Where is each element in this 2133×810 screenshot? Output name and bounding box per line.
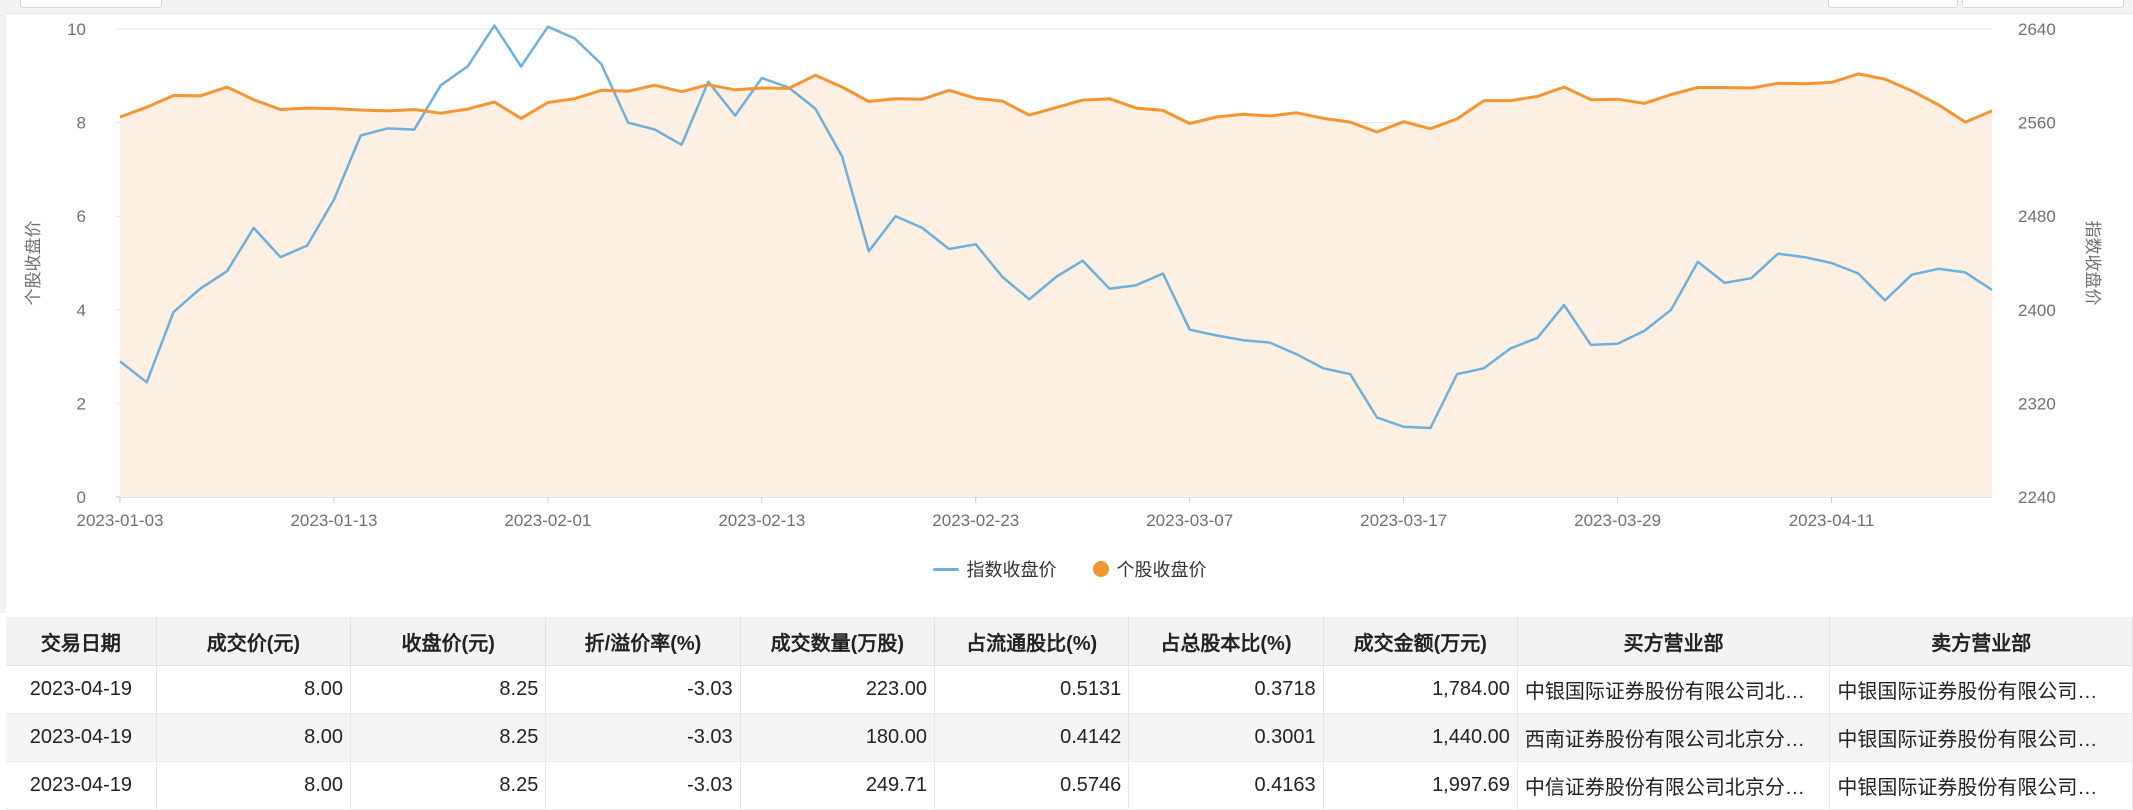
- y-left-tick-label: 6: [77, 207, 86, 226]
- block-trade-table: 交易日期 成交价(元) 收盘价(元) 折/溢价率(%) 成交数量(万股) 占流通…: [6, 617, 2133, 810]
- x-tick-label: 2023-03-17: [1360, 511, 1447, 530]
- legend-item-stock[interactable]: 个股收盘价: [1092, 556, 1207, 582]
- cell-total-ratio: 0.4163: [1128, 761, 1324, 810]
- cell-trade-price: 8.00: [156, 665, 352, 714]
- column-header[interactable]: 占总股本比(%): [1128, 617, 1324, 666]
- cell-buyer[interactable]: 中银国际证券股份有限公司北…: [1517, 665, 1831, 714]
- legend-line-marker: [932, 567, 959, 571]
- cell-trade-price: 8.00: [156, 713, 352, 762]
- x-tick-label: 2023-02-13: [718, 511, 805, 530]
- y-left-tick-label: 0: [77, 488, 86, 507]
- column-header[interactable]: 成交金额(万元): [1323, 617, 1518, 666]
- y-right-tick-label: 2560: [2018, 114, 2056, 133]
- cell-close-price: 8.25: [350, 665, 547, 714]
- cell-amount: 1,784.00: [1323, 665, 1518, 714]
- column-header[interactable]: 成交价(元): [156, 617, 352, 666]
- chart-area: 10 8 6 4 2 0 2640 2560 2480 2400 2320 2240 个股收盘价 指数收盘…: [6, 13, 2133, 613]
- cell-float-ratio: 0.5131: [934, 665, 1130, 714]
- top-left-control[interactable]: [20, 0, 162, 8]
- cell-seller[interactable]: 中银国际证券股份有限公司…: [1829, 761, 2133, 810]
- y-left-axis-title: 个股收盘价: [24, 221, 43, 306]
- cell-seller[interactable]: 中银国际证券股份有限公司…: [1829, 665, 2133, 714]
- x-tick-label: 2023-01-13: [290, 511, 377, 530]
- cell-amount: 1,440.00: [1323, 713, 1518, 762]
- legend-label-stock: 个股收盘价: [1116, 560, 1207, 580]
- cell-premium-rate: -3.03: [545, 665, 741, 714]
- y-right-axis-title: 指数收盘价: [2083, 221, 2102, 306]
- top-right-control-1[interactable]: [1828, 0, 1958, 8]
- cell-buyer[interactable]: 中信证券股份有限公司北京分…: [1517, 761, 1831, 810]
- legend-dot-marker: [1092, 561, 1109, 577]
- line-chart: 10 8 6 4 2 0 2640 2560 2480 2400 2320 2240 个股收盘价 指数收盘…: [24, 20, 2102, 530]
- cell-amount: 1,997.69: [1323, 761, 1518, 810]
- table-row[interactable]: 2023-04-19 8.00 8.25 -3.03 249.71 0.5746…: [6, 761, 2133, 810]
- cell-date: 2023-04-19: [6, 665, 157, 714]
- y-left-tick-label: 10: [67, 20, 86, 39]
- table-row[interactable]: 2023-04-19 8.00 8.25 -3.03 180.00 0.4142…: [6, 713, 2133, 762]
- column-header[interactable]: 交易日期: [6, 617, 157, 666]
- legend-label-index: 指数收盘价: [966, 560, 1057, 580]
- cell-buyer[interactable]: 西南证券股份有限公司北京分…: [1517, 713, 1831, 762]
- cell-trade-price: 8.00: [156, 761, 352, 810]
- y-left-tick-label: 8: [77, 114, 86, 133]
- x-tick-label: 2023-01-03: [77, 511, 164, 530]
- x-tick-label: 2023-03-07: [1146, 511, 1233, 530]
- x-tick-label: 2023-03-29: [1574, 511, 1661, 530]
- stock-series-line: [119, 72, 1993, 134]
- cell-close-price: 8.25: [350, 713, 547, 762]
- y-right-tick-label: 2480: [2018, 207, 2056, 226]
- y-left-tick-label: 2: [77, 394, 86, 413]
- stock-area-fill: [120, 73, 1992, 498]
- column-header[interactable]: 卖方营业部: [1829, 617, 2133, 666]
- left-edge-strip: [0, 13, 6, 613]
- cell-premium-rate: -3.03: [545, 713, 741, 762]
- chart-legend: 指数收盘价 个股收盘价: [6, 554, 2133, 584]
- cell-float-ratio: 0.5746: [934, 761, 1130, 810]
- column-header[interactable]: 收盘价(元): [350, 617, 547, 666]
- cell-date: 2023-04-19: [6, 761, 157, 810]
- y-left-tick-label: 4: [77, 301, 86, 320]
- cell-date: 2023-04-19: [6, 713, 157, 762]
- table-row[interactable]: 2023-04-19 8.00 8.25 -3.03 223.00 0.5131…: [6, 665, 2133, 714]
- column-header[interactable]: 折/溢价率(%): [545, 617, 741, 666]
- cell-total-ratio: 0.3718: [1128, 665, 1324, 714]
- cell-seller[interactable]: 中银国际证券股份有限公司…: [1829, 713, 2133, 762]
- top-right-control-2[interactable]: [1962, 0, 2124, 8]
- cell-premium-rate: -3.03: [545, 761, 741, 810]
- legend-item-index[interactable]: 指数收盘价: [932, 556, 1057, 582]
- x-tick-label: 2023-02-01: [504, 511, 591, 530]
- x-tick-label: 2023-04-11: [1789, 511, 1875, 530]
- y-right-tick-label: 2320: [2018, 394, 2056, 413]
- y-right-tick-label: 2640: [2018, 20, 2056, 39]
- cell-float-ratio: 0.4142: [934, 713, 1130, 762]
- cell-close-price: 8.25: [350, 761, 547, 810]
- column-header[interactable]: 买方营业部: [1517, 617, 1831, 666]
- top-toolbar-strip: [0, 0, 2133, 14]
- column-header[interactable]: 成交数量(万股): [740, 617, 935, 666]
- cell-total-ratio: 0.3001: [1128, 713, 1324, 762]
- cell-volume: 223.00: [740, 665, 935, 714]
- block-trade-table-wrap: 交易日期 成交价(元) 收盘价(元) 折/溢价率(%) 成交数量(万股) 占流通…: [6, 617, 2133, 810]
- table-header-row: 交易日期 成交价(元) 收盘价(元) 折/溢价率(%) 成交数量(万股) 占流通…: [6, 617, 2133, 666]
- column-header[interactable]: 占流通股比(%): [934, 617, 1130, 666]
- cell-volume: 180.00: [740, 713, 935, 762]
- cell-volume: 249.71: [740, 761, 935, 810]
- index-series-line: [119, 24, 1993, 430]
- x-tick-label: 2023-02-23: [932, 511, 1019, 530]
- y-right-tick-label: 2400: [2018, 301, 2056, 320]
- y-right-tick-label: 2240: [2018, 488, 2056, 507]
